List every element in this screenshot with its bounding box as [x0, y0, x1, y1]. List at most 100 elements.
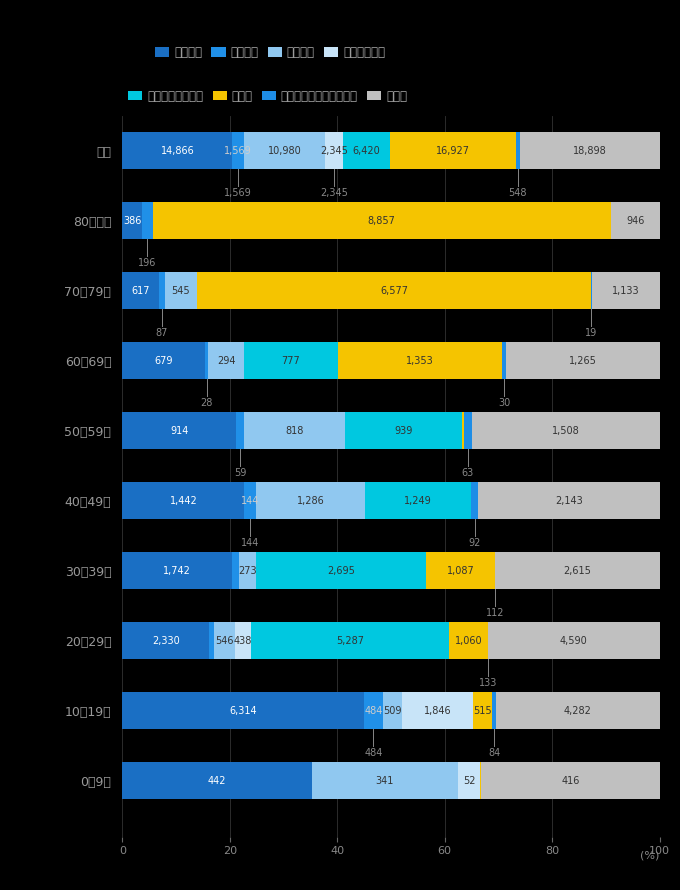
Bar	[345, 412, 462, 449]
Bar	[244, 343, 338, 379]
Bar	[480, 763, 481, 799]
Text: 1,249: 1,249	[404, 496, 432, 506]
Text: 6,577: 6,577	[380, 286, 408, 295]
Text: 1,133: 1,133	[612, 286, 639, 295]
Legend: 認知症以外の疾病, 認知症, 犯罪事故等発覚のおそれ, その他: 認知症以外の疾病, 認知症, 犯罪事故等発覚のおそれ, その他	[129, 90, 407, 102]
Text: 8,857: 8,857	[368, 215, 396, 226]
Text: 1,353: 1,353	[407, 356, 435, 366]
Bar	[232, 553, 239, 589]
Text: 1,569: 1,569	[224, 146, 252, 156]
Text: 16,927: 16,927	[436, 146, 470, 156]
Bar	[506, 343, 660, 379]
Text: 133: 133	[479, 677, 497, 688]
Text: 4,590: 4,590	[560, 635, 588, 645]
Text: 5,287: 5,287	[336, 635, 364, 645]
Text: 946: 946	[626, 215, 645, 226]
Bar	[390, 133, 515, 169]
Bar	[464, 412, 472, 449]
Text: 484: 484	[364, 748, 383, 757]
Bar	[458, 763, 480, 799]
Text: 92: 92	[469, 538, 481, 547]
Text: 2,345: 2,345	[320, 146, 348, 156]
Bar	[383, 692, 402, 729]
Text: 273: 273	[239, 566, 257, 576]
Text: 18,898: 18,898	[573, 146, 607, 156]
Bar	[611, 203, 660, 239]
Bar	[122, 412, 236, 449]
Bar	[515, 133, 520, 169]
Text: 6,314: 6,314	[229, 706, 257, 716]
Text: 2,143: 2,143	[555, 496, 583, 506]
Bar	[402, 692, 473, 729]
Text: 52: 52	[462, 775, 475, 786]
Bar	[122, 133, 233, 169]
Text: 341: 341	[375, 775, 394, 786]
Text: 1,265: 1,265	[569, 356, 597, 366]
Text: 818: 818	[286, 425, 304, 436]
Bar	[256, 553, 426, 589]
Text: 59: 59	[234, 468, 246, 478]
Bar	[495, 553, 660, 589]
Text: 914: 914	[170, 425, 188, 436]
Bar	[122, 343, 205, 379]
Bar	[492, 692, 496, 729]
Bar	[256, 482, 365, 519]
Bar	[244, 133, 326, 169]
Bar	[165, 272, 197, 309]
Text: 14,866: 14,866	[160, 146, 194, 156]
Bar	[243, 412, 345, 449]
Bar	[462, 412, 464, 449]
Text: 2,695: 2,695	[328, 566, 356, 576]
Text: 19: 19	[585, 328, 597, 338]
Text: 1,742: 1,742	[163, 566, 191, 576]
Bar	[311, 763, 458, 799]
Text: 484: 484	[364, 706, 383, 716]
Bar	[235, 622, 251, 659]
Text: 509: 509	[383, 706, 402, 716]
Bar	[592, 272, 660, 309]
Text: 438: 438	[234, 635, 252, 645]
Bar	[239, 553, 256, 589]
Text: 546: 546	[216, 635, 234, 645]
Text: 112: 112	[486, 608, 504, 618]
Text: 144: 144	[241, 496, 260, 506]
Bar	[426, 553, 495, 589]
Text: 679: 679	[154, 356, 173, 366]
Text: 777: 777	[282, 356, 301, 366]
Text: 416: 416	[561, 775, 579, 786]
Bar	[479, 482, 660, 519]
Text: 386: 386	[123, 215, 141, 226]
Text: 4,282: 4,282	[564, 706, 592, 716]
Text: 28: 28	[201, 398, 213, 408]
Bar	[251, 622, 449, 659]
Text: 2,615: 2,615	[563, 566, 591, 576]
Text: 515: 515	[473, 706, 492, 716]
Bar	[591, 272, 592, 309]
Bar	[472, 412, 660, 449]
Bar	[152, 203, 611, 239]
Bar	[214, 622, 235, 659]
Bar	[122, 622, 209, 659]
Text: 1,087: 1,087	[447, 566, 475, 576]
Text: 1,060: 1,060	[454, 635, 482, 645]
Text: 617: 617	[132, 286, 150, 295]
Text: 87: 87	[156, 328, 168, 338]
Text: 2,330: 2,330	[152, 635, 180, 645]
Bar	[343, 133, 390, 169]
Text: 1,846: 1,846	[424, 706, 452, 716]
Bar	[197, 272, 591, 309]
Bar	[209, 622, 214, 659]
Bar	[520, 133, 660, 169]
Bar	[205, 343, 208, 379]
Text: 196: 196	[138, 258, 156, 268]
Text: 30: 30	[498, 398, 511, 408]
Text: 939: 939	[394, 425, 413, 436]
Bar	[244, 482, 256, 519]
Bar	[473, 692, 492, 729]
Text: 442: 442	[208, 775, 226, 786]
Text: 84: 84	[488, 748, 500, 757]
Bar	[365, 482, 471, 519]
Bar	[159, 272, 165, 309]
Bar	[208, 343, 244, 379]
Bar	[122, 692, 364, 729]
